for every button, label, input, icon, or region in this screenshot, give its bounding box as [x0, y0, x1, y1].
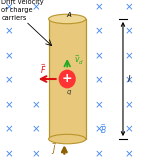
Text: ×: × — [94, 76, 103, 86]
Text: ×: × — [94, 149, 103, 158]
Text: ×: × — [31, 100, 40, 110]
Text: ×: × — [94, 2, 103, 12]
Circle shape — [59, 70, 75, 88]
Text: ×: × — [94, 51, 103, 61]
Text: ×: × — [94, 100, 103, 110]
Text: A: A — [66, 12, 71, 18]
Text: q: q — [67, 89, 72, 95]
Text: ×: × — [31, 125, 40, 135]
Text: ×: × — [124, 125, 133, 135]
Ellipse shape — [49, 134, 86, 144]
Text: carriers: carriers — [1, 15, 27, 21]
Text: ×: × — [48, 27, 57, 37]
Text: ×: × — [4, 100, 13, 110]
Text: ×: × — [124, 2, 133, 12]
Text: ×: × — [4, 27, 13, 37]
Text: ×: × — [124, 27, 133, 37]
Text: ×: × — [31, 2, 40, 12]
Text: ×: × — [94, 125, 103, 135]
Text: ×: × — [79, 27, 87, 37]
Text: $\vec{F}$: $\vec{F}$ — [40, 63, 46, 76]
Text: ×: × — [4, 51, 13, 61]
Text: ×: × — [124, 149, 133, 158]
Text: ×: × — [31, 149, 40, 158]
Text: +: + — [62, 72, 73, 85]
Text: Drift velocity: Drift velocity — [1, 0, 44, 5]
Text: ×: × — [4, 2, 13, 12]
Text: of charge: of charge — [1, 7, 33, 13]
Text: $l$: $l$ — [127, 73, 131, 85]
Ellipse shape — [49, 14, 86, 24]
Text: $\vec{v}_d$: $\vec{v}_d$ — [74, 54, 84, 67]
Text: $\vec{J}$: $\vec{J}$ — [51, 141, 57, 157]
Text: ×: × — [4, 76, 13, 86]
Text: ×: × — [124, 51, 133, 61]
Text: ×: × — [124, 76, 133, 86]
Text: ×: × — [124, 100, 133, 110]
Bar — [49, 19, 86, 139]
Text: $\vec{B}$: $\vec{B}$ — [100, 123, 106, 137]
Text: ×: × — [48, 100, 57, 110]
Text: ×: × — [79, 100, 87, 110]
Text: ×: × — [94, 27, 103, 37]
Text: ×: × — [4, 149, 13, 158]
Text: ×: × — [4, 125, 13, 135]
